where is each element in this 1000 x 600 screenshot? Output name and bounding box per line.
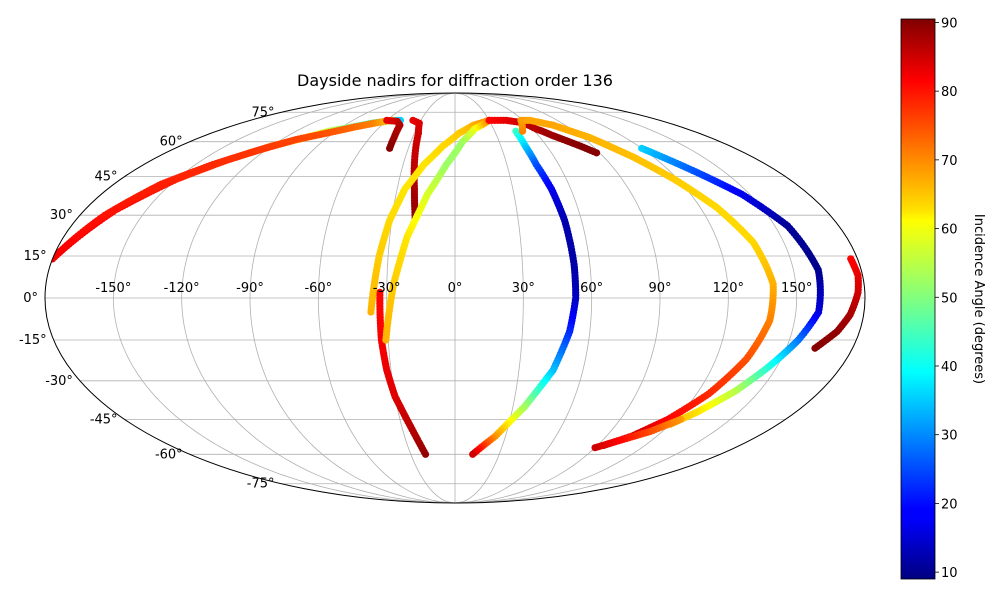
longitude-tick-label: -150° — [95, 281, 131, 296]
colorbar: 10 20 30 40 50 60 70 80 90 Incidence Angle (degr… — [900, 16, 986, 581]
latitude-tick-label: -30° — [45, 374, 73, 389]
data-points — [48, 116, 862, 458]
nadir-point — [811, 344, 819, 352]
longitude-tick-label: -120° — [164, 281, 200, 296]
colorbar-gradient — [900, 18, 936, 580]
longitude-tick-label: 120° — [713, 281, 744, 296]
colorbar-tick-label: 50 — [941, 291, 958, 306]
latitude-tick-label: -45° — [90, 412, 118, 427]
latitude-tick-label: 15° — [24, 249, 47, 264]
colorbar-tick-label: 20 — [941, 497, 958, 512]
colorbar-tick-label: 60 — [941, 223, 958, 238]
latitude-tick-labels: 75° 60° 45° 30° 15° 0° -15° -30° -45° -60° -75° — [19, 105, 275, 491]
longitude-tick-label: -30° — [373, 281, 401, 296]
nadir-point — [386, 144, 394, 152]
longitude-tick-label: 0° — [448, 281, 463, 296]
longitude-tick-label: 90° — [648, 281, 671, 296]
latitude-tick-label: -60° — [155, 447, 183, 462]
colorbar-tick-label: 30 — [941, 429, 958, 444]
latitude-tick-label: 60° — [160, 135, 183, 150]
longitude-tick-label: 60° — [580, 281, 603, 296]
longitude-tick-label: 30° — [512, 281, 535, 296]
latitude-tick-label: -15° — [19, 333, 47, 348]
meridian-gridline — [454, 93, 798, 503]
nadir-point — [592, 149, 601, 157]
colorbar-ticks: 10 20 30 40 50 60 70 80 90 — [935, 16, 958, 581]
chart-title: Dayside nadirs for diffraction order 136 — [297, 71, 613, 90]
meridian-gridline — [454, 93, 524, 503]
meridian-gridline — [454, 93, 729, 503]
colorbar-tick-label: 40 — [941, 360, 958, 375]
latitude-tick-label: 75° — [251, 105, 274, 120]
map-boundary — [44, 92, 866, 504]
colorbar-tick-label: 80 — [941, 85, 958, 100]
colorbar-tick-label: 70 — [941, 154, 958, 169]
meridian-gridline — [112, 93, 456, 503]
nadir-point — [376, 288, 384, 296]
longitude-tick-labels: -150° -120° -90° -60° -30° 0° 30° 60° 90° 120° 150… — [95, 281, 812, 296]
latitude-tick-label: 30° — [50, 208, 73, 223]
colorbar-tick-label: 90 — [941, 16, 958, 31]
latitude-tick-label: 45° — [95, 170, 118, 185]
longitude-tick-label: -60° — [304, 281, 332, 296]
longitude-tick-label: -90° — [236, 281, 264, 296]
latitude-tick-label: -75° — [247, 477, 275, 492]
meridian-gridline — [386, 93, 456, 503]
meridian-gridline — [317, 93, 456, 503]
meridian-gridline — [454, 93, 661, 503]
colorbar-tick-label: 10 — [941, 566, 958, 581]
longitude-tick-label: 150° — [781, 281, 812, 296]
colorbar-label: Incidence Angle (degrees) — [971, 214, 986, 384]
meridian-gridline — [249, 93, 456, 503]
meridian-gridline — [454, 93, 593, 503]
nadir-point — [591, 444, 599, 452]
latitude-tick-label: 0° — [23, 291, 38, 306]
nadir-point — [469, 450, 477, 458]
